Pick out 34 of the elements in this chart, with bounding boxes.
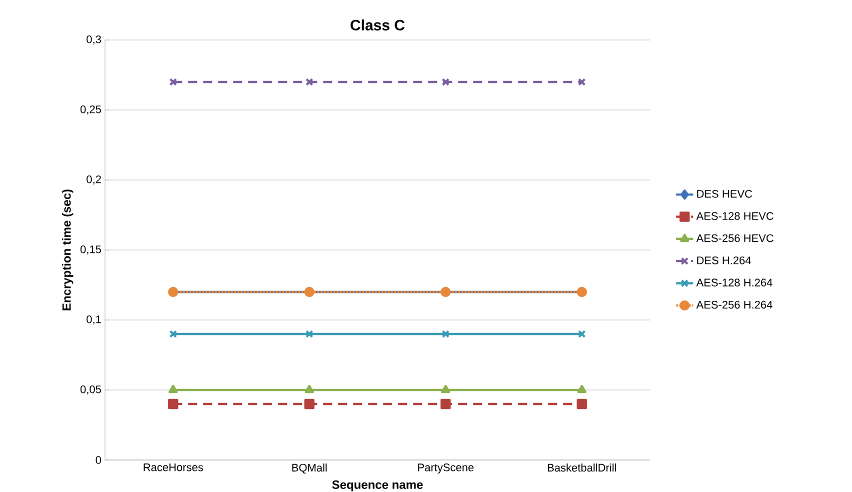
y-tick-label: 0,1 xyxy=(86,315,101,325)
legend-label: AES-128 H.264 xyxy=(696,278,772,286)
point xyxy=(305,330,314,338)
y-tick-label: 0,25 xyxy=(80,105,102,115)
x-tick-label: RaceHorses xyxy=(144,464,203,472)
y-tick-label: 0,15 xyxy=(80,245,102,255)
y-tick-label: 0,05 xyxy=(80,385,102,395)
chart-title: Class C xyxy=(350,19,405,30)
point xyxy=(169,78,178,86)
point xyxy=(442,78,450,86)
legend-label: AES-128 HEVC xyxy=(696,212,774,220)
point xyxy=(304,398,314,410)
legend-label: DES HEVC xyxy=(697,190,752,198)
y-tick-label: 0 xyxy=(96,456,102,464)
legend-label: AES-256 H.264 xyxy=(696,300,772,309)
point xyxy=(168,384,178,394)
point xyxy=(304,384,314,394)
legend-label: AES-256 HEVC xyxy=(696,234,774,242)
legend-label: DES H.264 xyxy=(697,256,751,264)
point xyxy=(577,384,586,394)
y-tick-label: 0,3 xyxy=(86,35,101,45)
x-tick-label: PartyScene xyxy=(418,464,474,474)
point xyxy=(442,330,450,338)
x-axis-title: Sequence name xyxy=(332,480,423,492)
point xyxy=(168,398,178,410)
point xyxy=(578,78,586,86)
point xyxy=(576,398,587,410)
x-tick-label: BQMall xyxy=(292,464,327,474)
point xyxy=(440,398,451,410)
point xyxy=(305,78,314,86)
y-tick-label: 0,2 xyxy=(86,175,101,185)
y-axis-title: Encryption time (sec) xyxy=(62,190,74,310)
point xyxy=(441,384,450,394)
x-tick-label: BasketballDrill xyxy=(548,464,616,472)
